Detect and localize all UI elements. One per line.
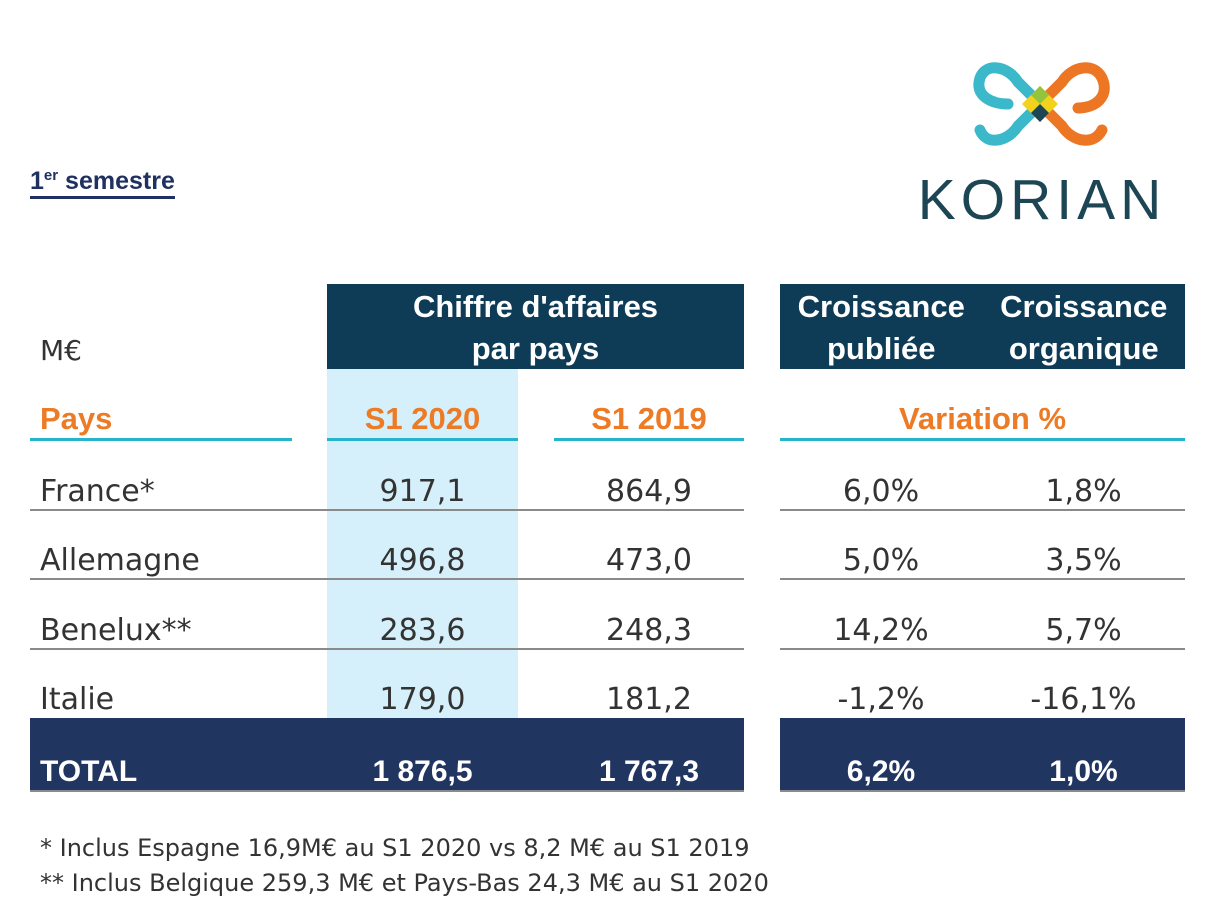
unit-label: M€ xyxy=(40,334,82,367)
row-country-benelux: Benelux** xyxy=(40,613,192,648)
total-published: 6,2% xyxy=(846,755,916,788)
total-organic: 1,0% xyxy=(1049,755,1118,788)
published-header-line1: Croissance xyxy=(797,289,965,324)
row-france-organic: 1,8% xyxy=(1045,474,1122,509)
total-s1-2020: 1 876,5 xyxy=(372,755,473,788)
s1-2019-header-underline xyxy=(554,438,744,441)
row-allemagne-s1-2019: 473,0 xyxy=(606,543,692,578)
row-allemagne-s1-2020: 496,8 xyxy=(379,543,466,578)
row-italie-s1-2019: 181,2 xyxy=(606,682,692,717)
total-s1-2019: 1 767,3 xyxy=(598,755,700,788)
total-row-band xyxy=(30,718,744,790)
s1-2020-header-underline xyxy=(327,438,518,441)
footnote-belgium-netherlands: ** Inclus Belgique 259,3 M€ et Pays-Bas … xyxy=(40,869,769,897)
title-superscript: er xyxy=(43,167,59,184)
row-france-s1-2019: 864,9 xyxy=(606,474,692,509)
row-france-published: 6,0% xyxy=(842,474,920,509)
row-france-s1-2020: 917,1 xyxy=(379,474,466,509)
variation-header-underline xyxy=(780,438,1185,441)
row-divider xyxy=(30,648,744,650)
organic-header-line2: organique xyxy=(1008,331,1159,366)
organic-growth-header: Croissance organique xyxy=(983,286,1186,369)
country-header-underline xyxy=(30,438,292,441)
row-divider xyxy=(30,578,744,580)
title-text: semestre xyxy=(58,167,175,195)
row-benelux-s1-2019: 248,3 xyxy=(606,613,692,648)
row-benelux-s1-2020: 283,6 xyxy=(379,613,466,648)
row-divider xyxy=(780,648,1185,650)
section-title: 1er semestre xyxy=(30,162,175,199)
growth-header: Croissance publiée Croissance organique xyxy=(780,284,1185,369)
row-country-france: France* xyxy=(40,474,155,509)
row-divider xyxy=(780,509,1185,511)
variation-column-header: Variation % xyxy=(898,401,1067,436)
country-column-header: Pays xyxy=(40,401,113,436)
row-country-allemagne: Allemagne xyxy=(40,543,200,578)
row-country-italie: Italie xyxy=(40,682,115,717)
s1-2019-column-header: S1 2019 xyxy=(591,401,707,436)
korian-logo-icon xyxy=(973,62,1110,146)
revenue-header: Chiffre d'affaires par pays xyxy=(327,284,744,369)
s1-2020-column-highlight xyxy=(327,369,518,718)
published-header-line2: publiée xyxy=(826,331,936,366)
total-bottom-rule xyxy=(30,790,744,792)
published-growth-header: Croissance publiée xyxy=(780,286,983,369)
footnote-spain: * Inclus Espagne 16,9M€ au S1 2020 vs 8,… xyxy=(40,834,750,862)
row-divider xyxy=(780,578,1185,580)
organic-header-line1: Croissance xyxy=(1000,289,1168,324)
row-italie-organic: -16,1% xyxy=(1030,682,1137,717)
revenue-header-line1: Chiffre d'affaires xyxy=(412,289,659,324)
row-divider xyxy=(30,509,744,511)
row-allemagne-organic: 3,5% xyxy=(1045,543,1122,578)
row-italie-published: -1,2% xyxy=(837,682,925,717)
total-label: TOTAL xyxy=(40,755,138,788)
row-benelux-organic: 5,7% xyxy=(1045,613,1122,648)
korian-wordmark: KORIAN xyxy=(917,168,1167,232)
row-allemagne-published: 5,0% xyxy=(842,543,920,578)
s1-2020-column-header: S1 2020 xyxy=(364,401,481,436)
row-benelux-published: 14,2% xyxy=(833,613,929,648)
row-italie-s1-2020: 179,0 xyxy=(379,682,466,717)
title-number: 1 xyxy=(30,167,44,195)
revenue-header-line2: par pays xyxy=(471,331,600,366)
total-bottom-rule xyxy=(780,790,1185,792)
total-row-band xyxy=(780,718,1185,790)
